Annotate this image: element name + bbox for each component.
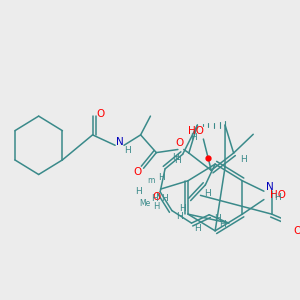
- Text: O: O: [134, 167, 142, 177]
- Text: H: H: [172, 153, 178, 162]
- Text: H: H: [153, 202, 160, 211]
- Text: H: H: [194, 224, 201, 233]
- Text: H: H: [124, 146, 131, 155]
- Text: H: H: [136, 187, 142, 196]
- Text: O: O: [152, 193, 161, 202]
- Text: N: N: [266, 182, 274, 192]
- Text: H: H: [220, 220, 226, 229]
- Text: HO: HO: [270, 190, 286, 200]
- Text: H: H: [214, 214, 220, 224]
- Text: H: H: [190, 133, 197, 142]
- Text: N: N: [116, 137, 124, 147]
- Text: O: O: [176, 138, 184, 148]
- Text: H: H: [240, 155, 247, 164]
- Text: H: H: [174, 156, 181, 165]
- Text: H: H: [161, 194, 167, 202]
- Text: H: H: [204, 189, 211, 198]
- Text: O: O: [96, 109, 105, 119]
- Text: Me: Me: [139, 199, 151, 208]
- Text: HO: HO: [188, 126, 203, 136]
- Text: H: H: [151, 194, 158, 202]
- Text: O: O: [293, 226, 300, 236]
- Text: H: H: [176, 212, 183, 221]
- Text: H: H: [179, 204, 186, 213]
- Text: H: H: [274, 193, 281, 202]
- Text: m: m: [147, 176, 154, 185]
- Text: H: H: [158, 173, 164, 182]
